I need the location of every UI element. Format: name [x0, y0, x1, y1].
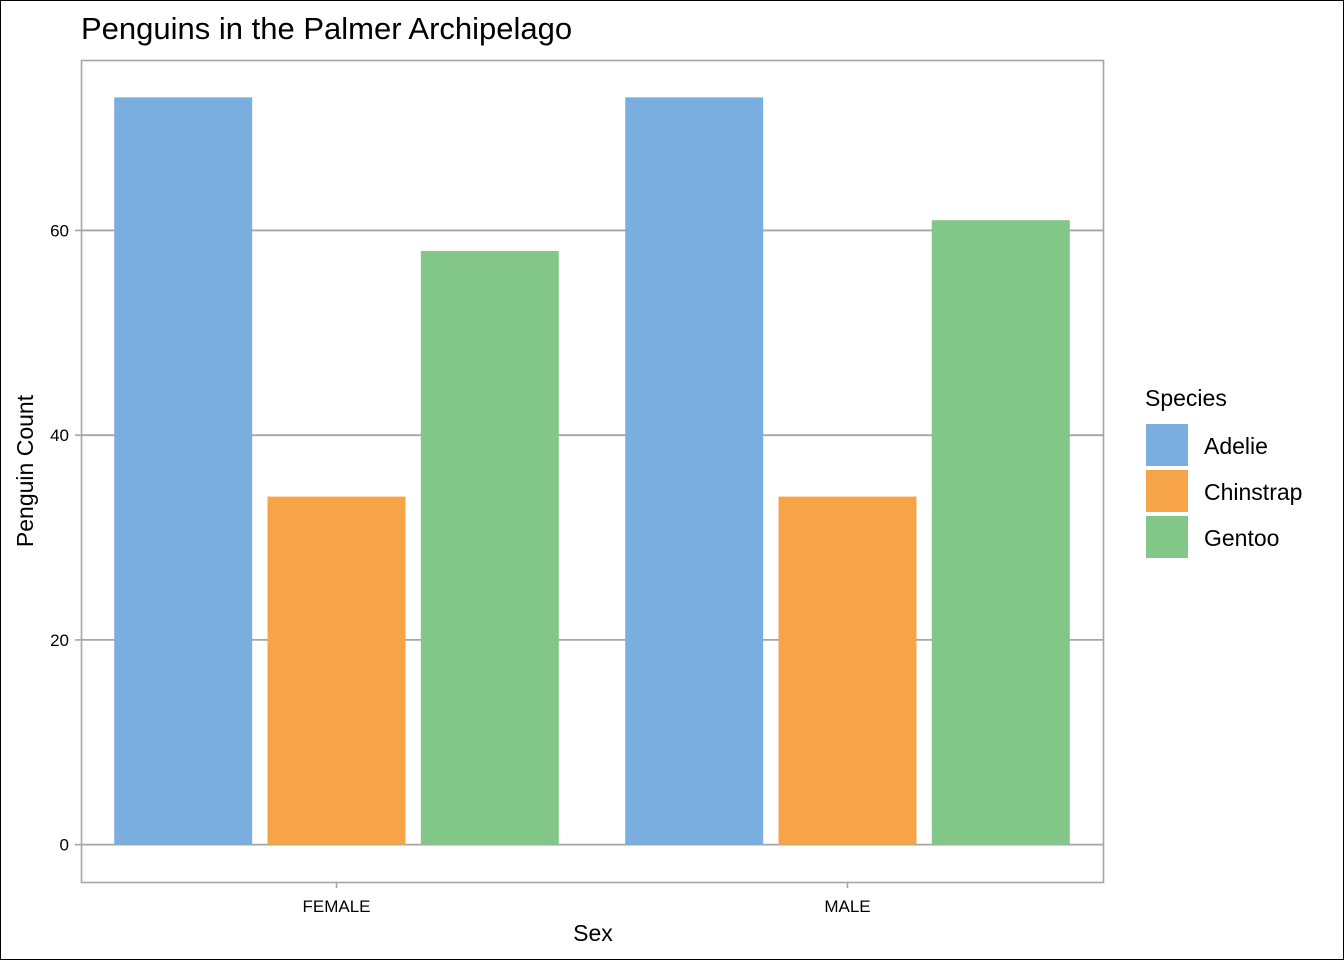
x-axis-title: Sex	[573, 920, 613, 946]
y-tick-label: 60	[50, 221, 69, 240]
bars	[114, 97, 1070, 845]
legend-title: Species	[1145, 385, 1227, 411]
bar-chinstrap-female	[267, 496, 406, 845]
bar-gentoo-male	[931, 220, 1070, 845]
legend-label-adelie: Adelie	[1204, 433, 1268, 459]
legend-key-gentoo	[1146, 516, 1188, 558]
plot-panel-border	[80, 59, 1105, 884]
y-tick-label: 0	[60, 836, 69, 855]
y-tick-label: 40	[50, 426, 69, 445]
chart-title: Penguins in the Palmer Archipelago	[81, 11, 572, 46]
legend-label-gentoo: Gentoo	[1204, 525, 1279, 551]
legend-items: Adelie Chinstrap Gentoo	[1146, 424, 1302, 558]
bar-adelie-male	[625, 97, 764, 845]
legend: Species Adelie Chinstrap Gentoo	[1145, 385, 1302, 558]
x-tick-label: FEMALE	[302, 897, 370, 916]
bar-chinstrap-male	[778, 496, 917, 845]
legend-key-adelie	[1146, 424, 1188, 466]
bar-gentoo-female	[420, 250, 559, 845]
x-axis-ticks: FEMALE MALE	[302, 882, 871, 916]
legend-key-chinstrap	[1146, 470, 1188, 512]
bar-adelie-female	[114, 97, 253, 845]
y-axis-title: Penguin Count	[12, 394, 38, 547]
legend-label-chinstrap: Chinstrap	[1204, 479, 1302, 505]
x-tick-label: MALE	[824, 897, 870, 916]
y-tick-label: 20	[50, 631, 69, 650]
y-axis-ticks: 0 20 40 60	[50, 221, 81, 855]
